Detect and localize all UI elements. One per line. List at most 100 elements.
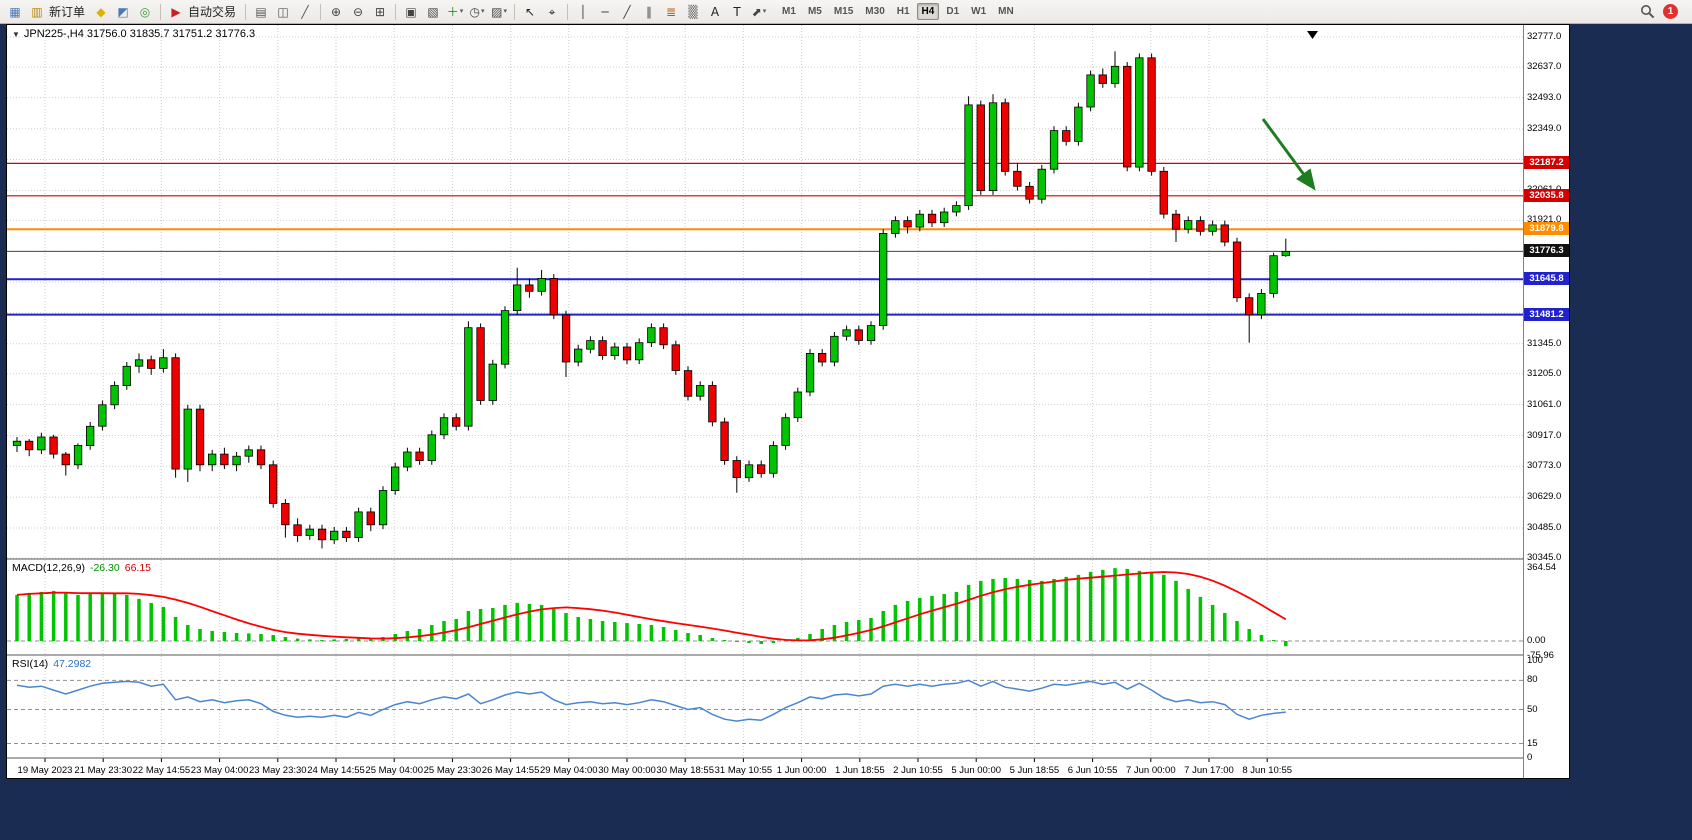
rsi-panel <box>7 679 1523 744</box>
svg-text:6 Jun 10:55: 6 Jun 10:55 <box>1068 765 1118 776</box>
rsi-axis-label: 50 <box>1527 703 1538 715</box>
price-axis-label: 32349.0 <box>1527 122 1562 134</box>
panel-dividers[interactable] <box>7 558 1523 759</box>
chart-window[interactable]: 19 May 2023 21 May 23:30 22 May 14:55 23 Ma… <box>6 24 1570 779</box>
svg-text:25 May 04:00: 25 May 04:00 <box>365 765 423 776</box>
shapes-icon[interactable]: ⬈ ▾ <box>751 4 767 19</box>
price-axis-label: 31345.0 <box>1527 337 1562 349</box>
autotrading-button[interactable]: ▶ <box>171 4 181 19</box>
autotrading-button-label[interactable]: 自动交易 <box>188 5 237 19</box>
chart-title: ▼ JPN225-,H4 31756.0 31835.7 31751.2 317… <box>12 28 255 40</box>
price-axis-label: 31205.0 <box>1527 367 1562 379</box>
search-icon[interactable] <box>1640 4 1655 19</box>
one-click-trading-toggle[interactable]: ▼ <box>12 29 20 39</box>
timeframe-H1-button[interactable]: H1 <box>896 6 910 17</box>
toolbar-separator <box>245 3 247 20</box>
horizontal-line-icon[interactable]: ─ <box>601 4 609 19</box>
crosshair-icon[interactable]: ⌖ <box>548 4 556 19</box>
new-chart-icon[interactable]: ▦ <box>9 4 21 19</box>
rsi-line <box>16 679 1286 722</box>
rsi-axis-label: 0 <box>1527 752 1533 763</box>
arrange-windows-icon[interactable]: ▧ <box>427 4 439 19</box>
text-icon[interactable]: A <box>710 4 720 19</box>
timeframe-MN-button[interactable]: MN <box>998 6 1014 17</box>
new-order-button[interactable]: ▥ <box>31 4 43 19</box>
cascade-windows-icon[interactable]: ▣ <box>405 4 417 19</box>
macd-panel <box>7 568 1523 647</box>
price-axis[interactable]: 32777.032637.032493.032349.032061.031921… <box>1523 25 1569 778</box>
price-badge: 32187.2 <box>1524 156 1569 170</box>
rsi-value: 47.2982 <box>53 658 92 670</box>
new-order-button-label[interactable]: 新订单 <box>49 5 86 19</box>
data-window-icon[interactable]: ◎ <box>139 4 151 19</box>
notification-badge[interactable]: 1 <box>1663 4 1678 19</box>
svg-text:19 May 2023: 19 May 2023 <box>18 765 73 776</box>
macd-signal-value: 66.15 <box>124 562 152 574</box>
market-watch-icon[interactable]: ◩ <box>117 4 129 19</box>
svg-text:30 May 00:00: 30 May 00:00 <box>598 765 656 776</box>
timeframe-M15-button[interactable]: M15 <box>833 6 854 17</box>
price-axis-label: 32777.0 <box>1527 31 1562 42</box>
bar-chart-icon[interactable]: ▤ <box>255 4 267 19</box>
svg-text:29 May 04:00: 29 May 04:00 <box>540 765 598 776</box>
rsi-name: RSI(14) <box>12 658 49 670</box>
svg-text:23 May 04:00: 23 May 04:00 <box>191 765 249 776</box>
price-badge: 31645.8 <box>1524 272 1569 286</box>
fibonacci-icon[interactable]: ≣ <box>666 4 677 19</box>
timeframe-W1-button[interactable]: W1 <box>971 6 987 17</box>
grid-icon[interactable]: ▒ <box>688 4 698 19</box>
trendline-icon[interactable]: ╱ <box>623 4 631 19</box>
templates-icon[interactable]: ▨ ▾ <box>491 4 507 19</box>
vertical-line-icon[interactable]: │ <box>579 4 587 19</box>
timeframe-H4-button[interactable]: H4 <box>916 3 940 20</box>
toolbar-right: 1 <box>1640 4 1688 19</box>
zoom-out-icon[interactable]: ⊖ <box>353 4 364 19</box>
svg-text:22 May 14:55: 22 May 14:55 <box>133 765 191 776</box>
svg-text:30 May 18:55: 30 May 18:55 <box>656 765 714 776</box>
time-axis-labels[interactable]: 19 May 2023 21 May 23:30 22 May 14:55 23 Ma… <box>18 765 1292 776</box>
svg-text:1 Jun 00:00: 1 Jun 00:00 <box>777 765 827 776</box>
timeframe-M1-button[interactable]: M1 <box>782 6 796 17</box>
price-axis-label: 32493.0 <box>1527 91 1562 103</box>
tile-windows-icon[interactable]: ⊞ <box>375 4 386 19</box>
indicators-icon[interactable]: ＋ ▾ <box>446 4 464 19</box>
toolbar-separator <box>160 3 162 20</box>
timeframe-M30-button[interactable]: M30 <box>865 6 885 17</box>
rsi-axis-label: 80 <box>1527 674 1538 686</box>
timeframe-M5-button[interactable]: M5 <box>807 6 822 17</box>
price-axis-label: 31061.0 <box>1527 398 1562 410</box>
price-axis-label: 30345.0 <box>1527 552 1562 563</box>
macd-axis-label: 0.00 <box>1527 635 1546 646</box>
sell-arrow-annotation[interactable] <box>1261 118 1316 191</box>
periods-icon[interactable]: ◷ ▾ <box>469 4 485 19</box>
cursor-icon[interactable]: ↖ <box>525 4 536 19</box>
macd-indicator-label: MACD(12,26,9) -26.30 66.15 <box>12 562 151 574</box>
macd-name: MACD(12,26,9) <box>12 562 85 574</box>
toolbar-separator <box>395 3 397 20</box>
chart-shift-marker[interactable] <box>1307 31 1318 39</box>
zoom-in-icon[interactable]: ⊕ <box>331 4 342 19</box>
line-chart-icon[interactable]: ╱ <box>301 4 309 19</box>
rsi-indicator-label: RSI(14) 47.2982 <box>12 658 91 670</box>
rsi-axis-label: 15 <box>1527 737 1538 749</box>
horizontal-gridlines <box>7 36 1523 559</box>
price-badge: 31879.8 <box>1524 222 1569 236</box>
price-axis-label: 32637.0 <box>1527 61 1562 72</box>
macd-value: -26.30 <box>89 562 120 574</box>
price-axis-label: 30773.0 <box>1527 460 1562 472</box>
channel-icon[interactable]: ∥ <box>646 4 653 19</box>
svg-text:21 May 23:30: 21 May 23:30 <box>74 765 132 776</box>
chart-plot[interactable]: 19 May 2023 21 May 23:30 22 May 14:55 23 Ma… <box>7 25 1523 778</box>
toolbar-icons: ▦ ▥ 新订单 ◆ ◩ ◎ ▶ 自动交易 ▤ ◫ ╱ ⊕ ⊖ ⊞ ▣ ▧ ＋ ▾ ◷ ▾ ▨ ▾ ↖ ⌖ │ ─ ╱ ∥ ≣ ▒ A T ⬈ ▾ <box>4 2 770 21</box>
macd-axis-label: 364.54 <box>1527 562 1557 573</box>
svg-text:5 Jun 18:55: 5 Jun 18:55 <box>1010 765 1060 776</box>
label-icon[interactable]: T <box>733 4 741 19</box>
macd-signal-line <box>16 571 1287 642</box>
profiles-icon[interactable]: ◆ <box>96 4 106 19</box>
timeframe-D1-button[interactable]: D1 <box>946 6 960 17</box>
horizontal-price-lines[interactable] <box>7 162 1523 316</box>
candlestick-chart-icon[interactable]: ◫ <box>277 4 289 19</box>
toolbar-separator <box>514 3 516 20</box>
svg-text:26 May 14:55: 26 May 14:55 <box>482 765 540 776</box>
